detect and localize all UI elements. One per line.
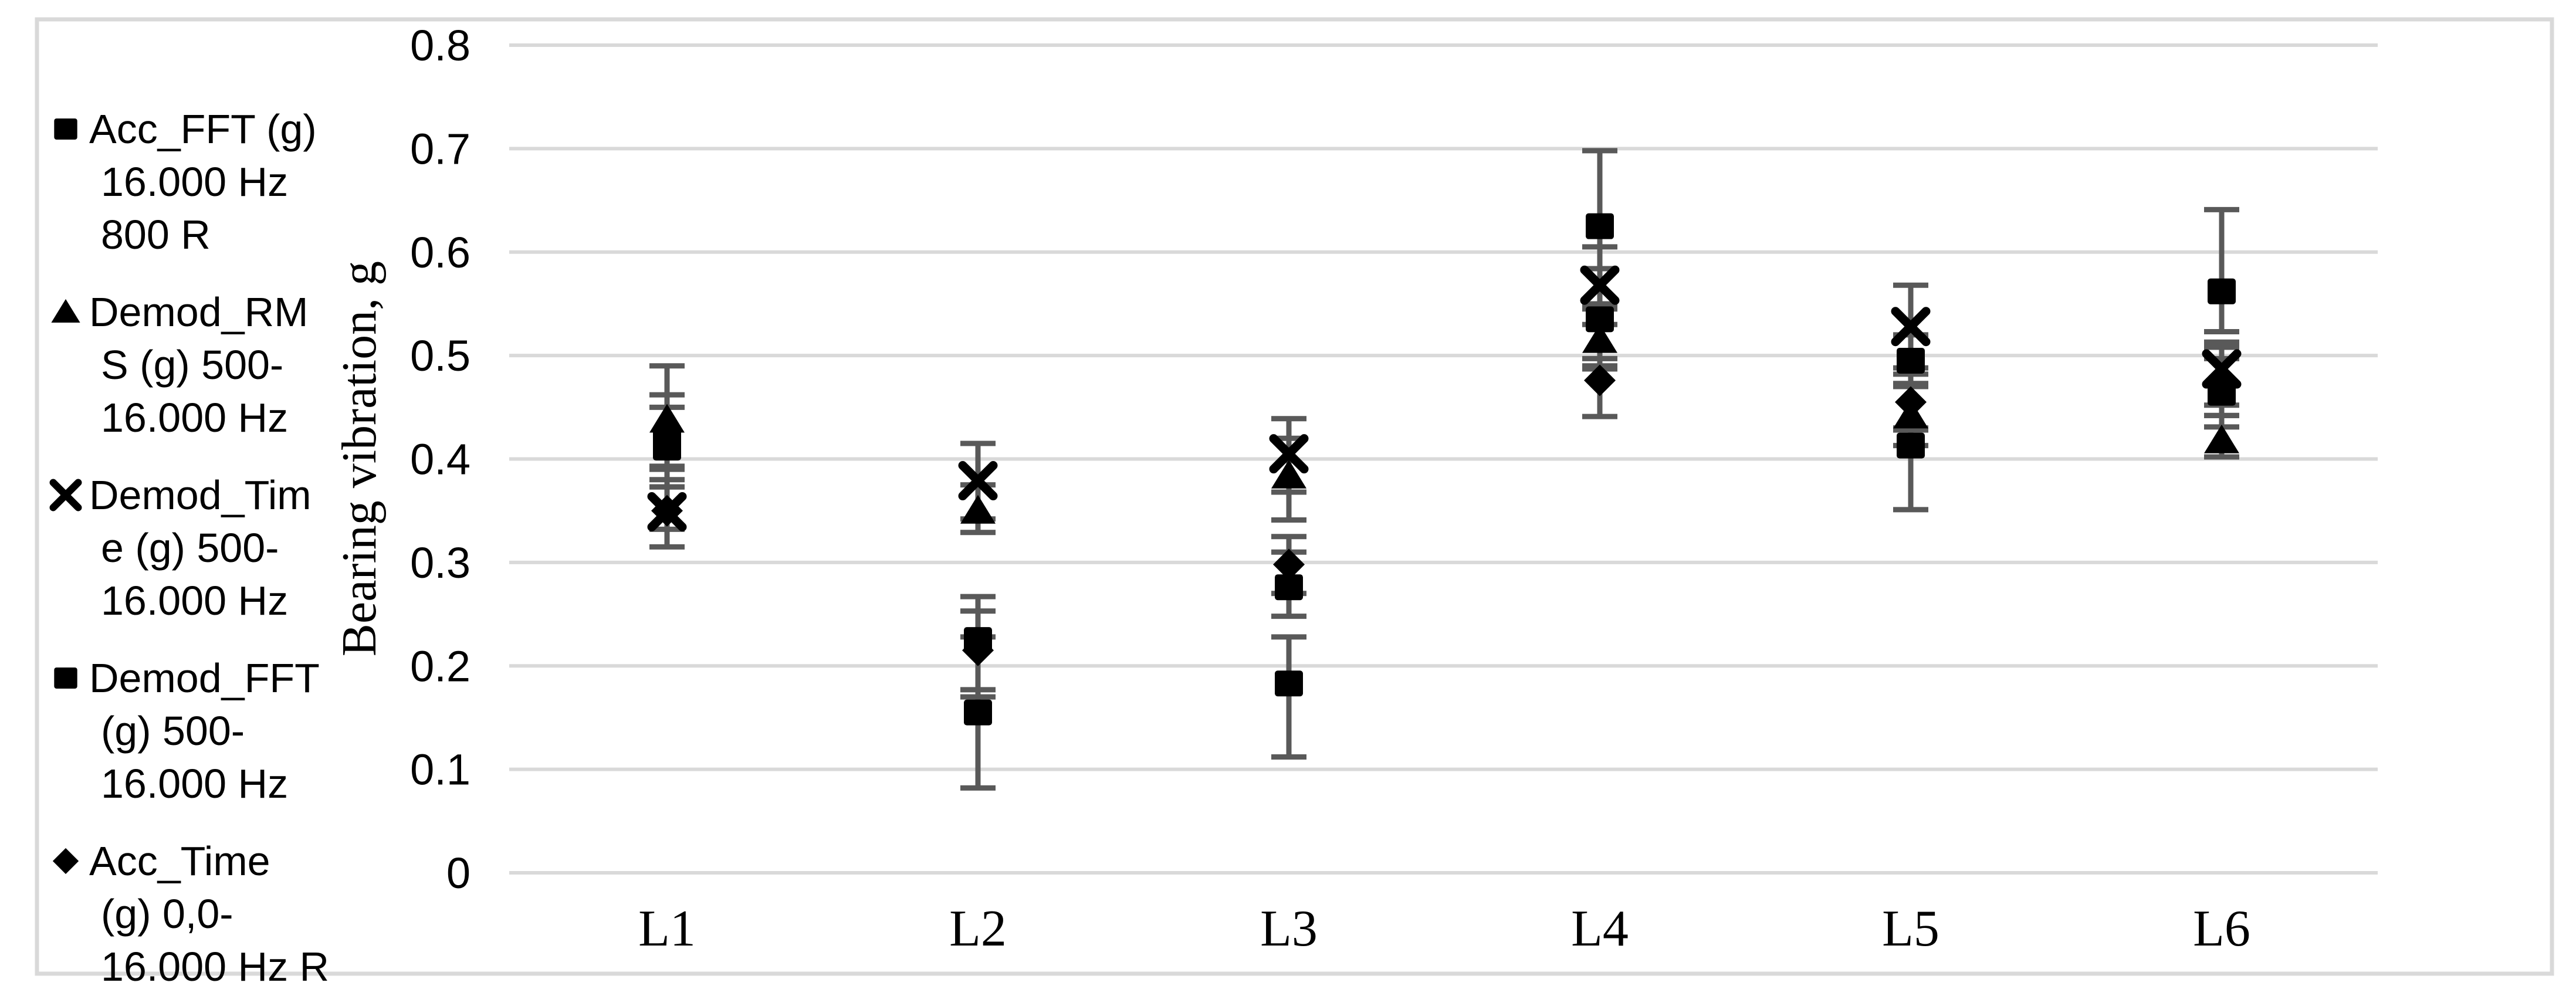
- y-tick-label: 0.1: [410, 746, 470, 794]
- legend-label-line: 16.000 Hz R: [101, 944, 329, 986]
- series-4-markers: [653, 306, 2236, 726]
- legend-label-line: 16.000 Hz: [101, 159, 288, 205]
- legend: Acc_FFT (g) 16.000 Hz 800 R Demod_RM S (g) 5…: [49, 106, 329, 986]
- legend-item-label: Acc_FFT (g) 16.000 Hz 800 R: [89, 106, 317, 257]
- legend-square-icon: [54, 667, 77, 689]
- legend-item-label: Acc_Time (g) 0,0- 16.000 Hz R: [89, 838, 329, 986]
- legend-label-line: Demod_RM: [89, 289, 308, 335]
- x-marker-icon: [1269, 434, 1309, 474]
- legend-item-label: Demod_FFT (g) 500- 16.000 Hz: [89, 655, 320, 807]
- triangle-marker-icon: [2204, 424, 2239, 453]
- legend-label-line: Demod_FFT: [89, 655, 320, 701]
- diamond-marker-icon: [651, 494, 683, 527]
- x-category-label: L6: [2193, 900, 2250, 957]
- square-marker-icon: [1897, 347, 1925, 374]
- legend-square-icon: [54, 118, 77, 140]
- legend-label-line: Acc_Time: [89, 838, 270, 884]
- legend-item: Demod_FFT (g) 500- 16.000 Hz: [54, 655, 320, 807]
- x-category-label: L1: [638, 900, 696, 957]
- triangle-marker-icon: [960, 494, 996, 524]
- square-marker-icon: [1586, 306, 1614, 333]
- legend-item: Demod_RM S (g) 500- 16.000 Hz: [51, 289, 308, 441]
- x-category-label: L4: [1571, 900, 1629, 957]
- series-1-markers: [653, 213, 2236, 653]
- legend-label-line: S (g) 500-: [101, 342, 283, 388]
- legend-item-label: Demod_RM S (g) 500- 16.000 Hz: [89, 289, 308, 441]
- x-category-label: L5: [1882, 900, 1939, 957]
- legend-label-line: 800 R: [101, 212, 211, 257]
- diamond-marker-icon: [962, 634, 994, 666]
- figure-border: [35, 17, 2554, 976]
- legend-label-line: 16.000 Hz: [101, 395, 288, 441]
- legend-diamond-icon: [52, 848, 79, 875]
- square-marker-icon: [964, 699, 992, 726]
- legend-label-line: Demod_Tim: [89, 472, 312, 518]
- square-marker-icon: [653, 435, 681, 461]
- x-marker-icon: [2202, 349, 2242, 389]
- x-category-label: L2: [949, 900, 1007, 957]
- square-marker-icon: [1897, 432, 1925, 459]
- x-axis-category-labels: L1 L2 L3 L4 L5 L6: [638, 900, 2250, 957]
- x-category-label: L3: [1260, 900, 1318, 957]
- y-tick-label: 0.2: [410, 642, 470, 690]
- series-5-markers: [651, 364, 2238, 666]
- triangle-marker-icon: [1582, 324, 1617, 353]
- x-marker-icon: [1891, 307, 1931, 347]
- legend-triangle-icon: [51, 299, 80, 323]
- error-bar: [1271, 634, 1306, 760]
- y-tick-label: 0.5: [410, 331, 470, 380]
- y-tick-label: 0.7: [410, 124, 470, 173]
- y-tick-label: 0.3: [410, 538, 470, 587]
- diamond-marker-icon: [1273, 548, 1305, 581]
- legend-item: Acc_FFT (g) 16.000 Hz 800 R: [54, 106, 317, 257]
- y-axis-title: Bearing vibration, g: [332, 261, 387, 656]
- diamond-marker-icon: [2206, 370, 2238, 402]
- legend-label-line: (g) 500-: [101, 708, 245, 754]
- triangle-marker-icon: [649, 404, 685, 433]
- error-bars-group: [649, 148, 2239, 791]
- legend-item: Acc_Time (g) 0,0- 16.000 Hz R: [52, 838, 329, 986]
- legend-label-line: Acc_FFT (g): [89, 106, 317, 152]
- y-tick-label: 0.6: [410, 228, 470, 277]
- data-markers-group: [647, 213, 2242, 726]
- square-marker-icon: [1275, 574, 1303, 601]
- legend-label-line: e (g) 500-: [101, 525, 279, 571]
- square-marker-icon: [2208, 278, 2236, 304]
- square-marker-icon: [1275, 670, 1303, 697]
- triangle-marker-icon: [1271, 459, 1306, 489]
- y-tick-label: 0.8: [410, 21, 470, 70]
- y-tick-label: 0: [446, 849, 470, 897]
- x-marker-icon: [1580, 265, 1620, 305]
- legend-label-line: 16.000 Hz: [101, 761, 288, 807]
- legend-label-line: 16.000 Hz: [101, 578, 288, 624]
- y-axis-tick-labels: 0 0.1 0.2 0.3 0.4 0.5 0.6 0.7 0.8: [410, 21, 470, 897]
- legend-x-icon: [49, 479, 82, 511]
- error-bar: [2204, 206, 2239, 335]
- series-3-markers: [647, 265, 2242, 531]
- y-tick-label: 0.4: [410, 435, 470, 484]
- legend-label-line: (g) 0,0-: [101, 891, 233, 937]
- square-marker-icon: [1586, 213, 1614, 239]
- diamond-marker-icon: [1895, 386, 1927, 418]
- gridlines-group: [509, 43, 2378, 875]
- diamond-marker-icon: [1584, 364, 1616, 397]
- x-marker-icon: [958, 461, 998, 501]
